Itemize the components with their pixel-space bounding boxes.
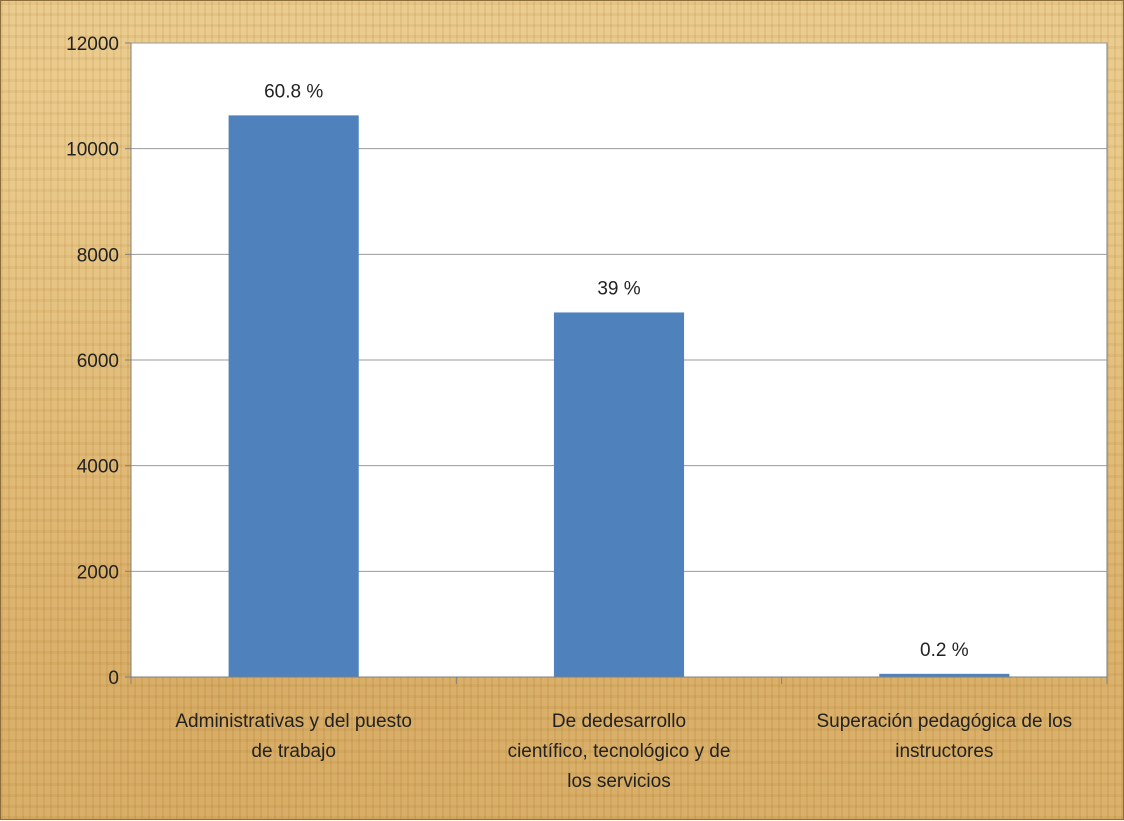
y-tick-label: 10000: [66, 140, 119, 161]
bars: [228, 115, 1010, 678]
y-tick-label: 12000: [66, 34, 119, 55]
data-labels: 60.8 % 39 % 0.2 %: [264, 81, 969, 660]
y-tick-label: 6000: [77, 351, 119, 372]
x-category-label: Administrativas y del puesto de trabajo: [175, 711, 412, 762]
bar: [553, 312, 685, 677]
x-category-label: De dedesarrollo científico, tecnológico y…: [508, 711, 731, 792]
bar: [879, 673, 1010, 677]
y-tick-label: 4000: [77, 457, 119, 478]
x-category-label-line: Superación pedagógica de los: [817, 711, 1073, 732]
x-axis: Administrativas y del puesto de trabajo De…: [130, 676, 1108, 792]
data-label: 60.8 %: [264, 81, 323, 102]
y-axis: 0 2000 4000 6000 8000 10000 12000: [66, 34, 132, 689]
y-tick-label: 2000: [77, 562, 119, 583]
y-tick-label: 0: [108, 668, 119, 689]
x-category-label-line: Administrativas y del puesto: [175, 711, 412, 732]
x-category-label: Superación pedagógica de los instructores: [817, 711, 1073, 762]
data-label: 0.2 %: [920, 640, 969, 661]
y-tick-label: 8000: [77, 245, 119, 266]
x-category-label-line: instructores: [895, 741, 993, 762]
x-category-label-line: los servicios: [567, 771, 670, 792]
x-category-label-line: De dedesarrollo: [552, 711, 686, 732]
data-label: 39 %: [597, 278, 640, 299]
x-category-label-line: científico, tecnológico y de: [508, 741, 731, 762]
x-category-label-line: de trabajo: [251, 741, 336, 762]
bar: [228, 115, 359, 678]
